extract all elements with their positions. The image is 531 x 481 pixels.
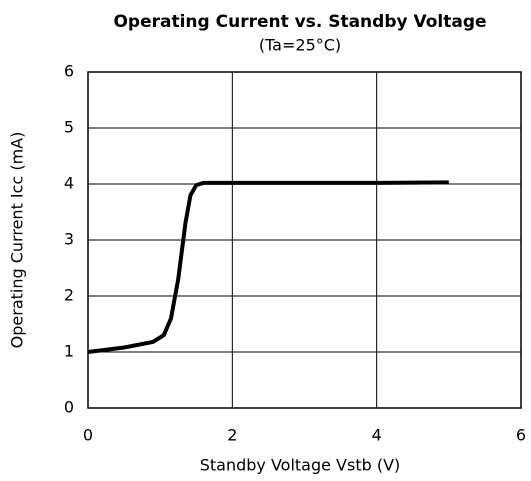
- y-axis-label: Operating Current Icc (mA): [8, 132, 27, 349]
- y-tick-label: 6: [64, 62, 74, 81]
- y-tick-label: 2: [64, 286, 74, 305]
- y-tick-label: 1: [64, 342, 74, 361]
- chart-title: Operating Current vs. Standby Voltage: [113, 12, 486, 32]
- data-line: [87, 180, 449, 354]
- x-tick-label: 4: [372, 426, 382, 445]
- x-tick-label: 2: [227, 426, 237, 445]
- y-tick-label: 4: [64, 174, 74, 193]
- x-tick-label: 6: [516, 426, 526, 445]
- y-tick-label: 3: [64, 230, 74, 249]
- x-axis-label: Standby Voltage Vstb (V): [200, 456, 401, 475]
- chart-subtitle: (Ta=25°C): [259, 36, 341, 55]
- x-tick-label: 0: [83, 426, 93, 445]
- y-tick-label: 0: [64, 398, 74, 417]
- y-tick-label: 5: [64, 118, 74, 137]
